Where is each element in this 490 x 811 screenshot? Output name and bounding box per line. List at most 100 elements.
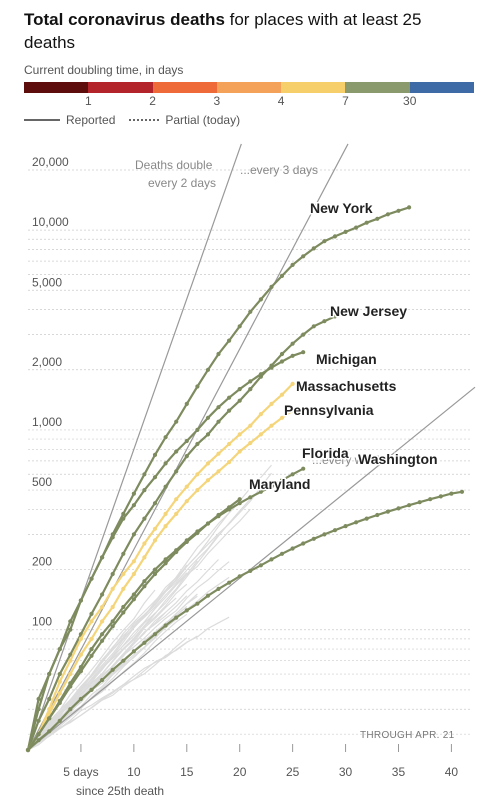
- series-2-point-25: [290, 353, 295, 358]
- series-0-point-9: [121, 511, 126, 516]
- series-6-point-11: [142, 640, 147, 645]
- series-5-point-12: [152, 567, 158, 572]
- series-1-point-26: [301, 332, 306, 337]
- series-0-point-23: [269, 284, 274, 289]
- series-1-point-11: [142, 516, 147, 521]
- series-1-point-1: [36, 718, 41, 723]
- series-6-point-2: [47, 729, 52, 734]
- series-0-point-11: [142, 472, 147, 477]
- series-2-point-21: [248, 379, 253, 384]
- ref-label-2day-1: Deaths double: [135, 158, 213, 172]
- series-3-point-11: [142, 541, 147, 546]
- series-6-point-4: [68, 707, 73, 712]
- series-7-point-9: [121, 610, 126, 615]
- series-1-point-14: [174, 469, 179, 474]
- series-0-point-28: [322, 239, 327, 244]
- series-1-point-29: [332, 314, 338, 319]
- series-2-point-1: [36, 707, 41, 712]
- series-7-point-19: [227, 505, 232, 510]
- background-line-19: [27, 583, 188, 751]
- scale-color-4: [281, 82, 346, 93]
- series-5-point-10: [131, 592, 136, 597]
- series-7-point-10: [131, 597, 136, 602]
- series-6-point-29: [332, 528, 338, 533]
- series-0-point-16: [195, 384, 200, 389]
- series-2-point-22: [258, 372, 263, 377]
- series-3-point-12: [152, 526, 158, 531]
- series-6-point-32: [364, 516, 369, 521]
- series-5-point-25: [290, 472, 295, 477]
- series-2-point-18: [216, 405, 221, 410]
- series-1-point-27: [311, 324, 316, 329]
- series-2-point-15: [184, 438, 189, 444]
- scale-tick-4: 7: [342, 94, 349, 108]
- series-0-point-33: [375, 216, 380, 221]
- series-3-point-4: [68, 658, 73, 663]
- series-6-point-22: [258, 563, 263, 568]
- scale-tick-5: 30: [403, 94, 417, 108]
- doubling-color-scale: [24, 82, 474, 93]
- series-5-point-8: [110, 619, 115, 624]
- series-0-point-24: [279, 273, 285, 278]
- series-1-point-9: [121, 551, 126, 556]
- series-5-point-20: [237, 501, 242, 506]
- scale-color-6: [409, 82, 474, 93]
- series-4-point-25: [290, 408, 295, 413]
- scale-tick-1: 2: [149, 94, 156, 108]
- background-line-20: [27, 637, 188, 751]
- series-4-point-11: [142, 555, 147, 560]
- doubling-reference-line-0: [27, 143, 242, 751]
- series-3-point-9: [121, 571, 126, 577]
- series-4-point-15: [184, 499, 189, 504]
- reported-swatch: [24, 119, 60, 121]
- series-3-point-20: [237, 432, 242, 437]
- series-3-point-24: [279, 392, 285, 397]
- series-0-point-12: [152, 452, 158, 457]
- series-3-point-22: [258, 412, 263, 417]
- series-7-point-14: [174, 549, 179, 555]
- series-2-point-6: [89, 576, 94, 581]
- background-line-15: [27, 616, 230, 751]
- x-tick-label-6: 35: [392, 765, 406, 779]
- series-0-point-19: [227, 338, 232, 343]
- background-line-23: [27, 612, 156, 751]
- series-3-point-19: [227, 441, 232, 447]
- series-5-point-23: [269, 484, 274, 489]
- series-1-point-7: [100, 592, 105, 597]
- series-0-point-36: [407, 205, 412, 210]
- series-0-point-29: [332, 234, 338, 239]
- series-1-point-2: [47, 696, 52, 702]
- series-4-point-16: [195, 488, 200, 493]
- series-2-point-7: [100, 555, 105, 560]
- series-7-point-2: [47, 716, 52, 721]
- series-3-point-5: [78, 636, 83, 642]
- series-7-point-13: [163, 561, 168, 566]
- series-4-point-18: [216, 469, 221, 474]
- series-4-point-23: [269, 423, 274, 428]
- series-2-point-17: [205, 415, 211, 420]
- series-0-point-35: [396, 208, 401, 213]
- series-6-point-25: [290, 546, 295, 551]
- series-6-point-26: [301, 541, 306, 546]
- series-0-point-10: [131, 491, 136, 496]
- series-3-point-18: [216, 451, 221, 456]
- series-2-point-9: [121, 516, 126, 521]
- scale-color-2: [152, 82, 217, 93]
- x-tick-label-0: 5 days: [63, 765, 98, 779]
- series-1-point-18: [216, 419, 221, 424]
- series-1-point-12: [152, 501, 158, 506]
- series-0-point-20: [237, 324, 242, 329]
- series-1-point-6: [89, 611, 94, 617]
- series-6-point-30: [343, 524, 348, 529]
- series-7-point-3: [57, 700, 62, 706]
- series-2-point-24: [279, 359, 285, 364]
- series-2-point-3: [57, 647, 62, 652]
- series-0-point-17: [205, 367, 211, 372]
- series-5-point-9: [121, 604, 126, 610]
- series-6-point-9: [121, 658, 126, 663]
- series-2-point-4: [68, 619, 73, 624]
- doubling-scale-ticks: 1 2 3 4 7 30: [24, 94, 474, 110]
- series-4-point-7: [100, 619, 105, 624]
- legend-partial: Partial (today): [165, 113, 241, 127]
- series-0-point-14: [174, 419, 179, 424]
